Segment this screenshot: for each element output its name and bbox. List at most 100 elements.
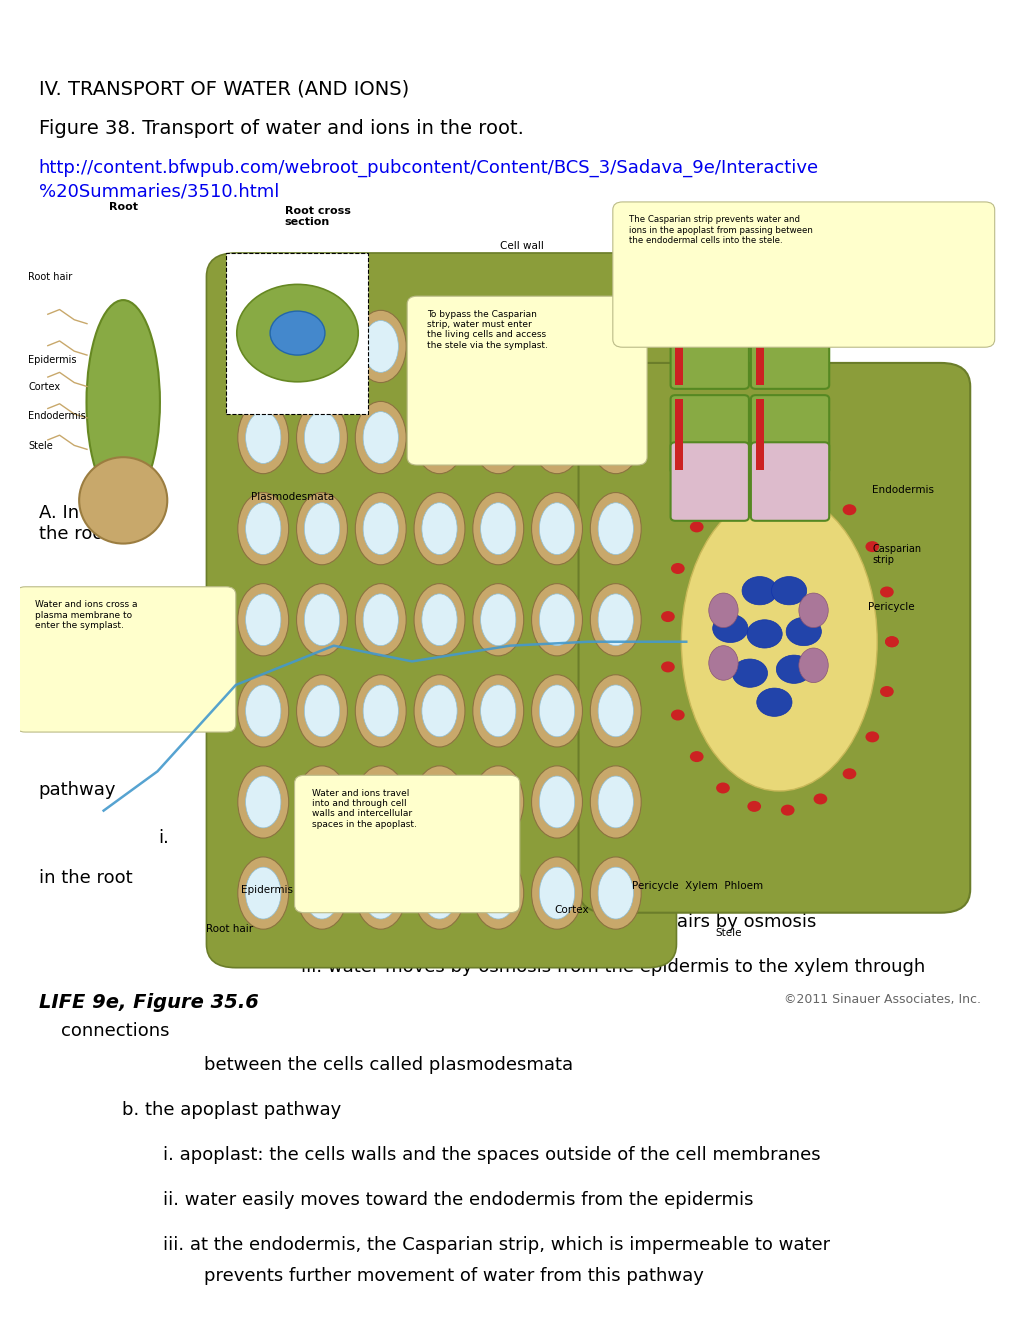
Text: in the root: in the root bbox=[39, 869, 132, 887]
Ellipse shape bbox=[355, 401, 406, 474]
Ellipse shape bbox=[363, 594, 398, 645]
Text: The Casparian strip prevents water and
ions in the apoplast from passing between: The Casparian strip prevents water and i… bbox=[629, 215, 812, 246]
Text: iii. at the endodermis, the Casparian strip, which is impermeable to water: iii. at the endodermis, the Casparian st… bbox=[163, 1236, 829, 1254]
Ellipse shape bbox=[246, 685, 280, 737]
Circle shape bbox=[712, 614, 747, 643]
Text: Root hair: Root hair bbox=[206, 924, 254, 935]
Ellipse shape bbox=[422, 594, 457, 645]
Text: Plasmodesmata: Plasmodesmata bbox=[251, 492, 333, 503]
Ellipse shape bbox=[246, 503, 280, 554]
Circle shape bbox=[781, 805, 794, 816]
Ellipse shape bbox=[414, 492, 465, 565]
Ellipse shape bbox=[531, 310, 582, 383]
FancyBboxPatch shape bbox=[294, 775, 520, 912]
Text: symplast: the cytoplasms of all the living cells: symplast: the cytoplasms of all the livi… bbox=[438, 829, 855, 847]
Ellipse shape bbox=[480, 321, 516, 372]
Text: A. In
the roots: A. In the roots bbox=[39, 504, 119, 543]
Ellipse shape bbox=[79, 457, 167, 544]
Ellipse shape bbox=[708, 645, 738, 680]
Ellipse shape bbox=[473, 766, 523, 838]
Ellipse shape bbox=[297, 857, 347, 929]
Ellipse shape bbox=[355, 675, 406, 747]
Text: Stele: Stele bbox=[29, 441, 53, 451]
Circle shape bbox=[671, 564, 684, 574]
FancyBboxPatch shape bbox=[612, 202, 994, 347]
Ellipse shape bbox=[539, 776, 574, 828]
Text: Water and ions travel
into and through cell
walls and intercellular
spaces in th: Water and ions travel into and through c… bbox=[312, 788, 417, 829]
Text: Figure 38. Transport of water and ions in the root.: Figure 38. Transport of water and ions i… bbox=[39, 119, 523, 137]
Ellipse shape bbox=[590, 401, 641, 474]
FancyBboxPatch shape bbox=[669, 395, 748, 474]
FancyBboxPatch shape bbox=[750, 442, 828, 521]
Ellipse shape bbox=[590, 583, 641, 656]
Text: Pericycle  Xylem  Phloem: Pericycle Xylem Phloem bbox=[632, 882, 763, 891]
Ellipse shape bbox=[539, 503, 574, 554]
Ellipse shape bbox=[414, 401, 465, 474]
Bar bbox=[675, 399, 683, 470]
Ellipse shape bbox=[414, 310, 465, 383]
Ellipse shape bbox=[473, 401, 523, 474]
Ellipse shape bbox=[531, 401, 582, 474]
Ellipse shape bbox=[363, 503, 398, 554]
Text: ©2011 Sinauer Associates, Inc.: ©2011 Sinauer Associates, Inc. bbox=[784, 993, 980, 1006]
Text: Stele: Stele bbox=[715, 928, 742, 939]
Ellipse shape bbox=[246, 867, 280, 919]
Ellipse shape bbox=[304, 594, 339, 645]
Text: Root: Root bbox=[109, 202, 138, 211]
FancyBboxPatch shape bbox=[669, 310, 748, 389]
Circle shape bbox=[747, 801, 760, 812]
Text: pathway: pathway bbox=[39, 781, 116, 800]
FancyBboxPatch shape bbox=[407, 296, 646, 465]
Ellipse shape bbox=[237, 310, 288, 383]
Ellipse shape bbox=[531, 583, 582, 656]
Text: 1. Movement of: 1. Movement of bbox=[39, 597, 179, 615]
Ellipse shape bbox=[473, 310, 523, 383]
Circle shape bbox=[864, 731, 878, 742]
Text: a.
The: a. The bbox=[836, 636, 869, 675]
Ellipse shape bbox=[237, 857, 288, 929]
Text: water: water bbox=[560, 597, 611, 615]
Text: Cortex: Cortex bbox=[553, 904, 588, 915]
Ellipse shape bbox=[531, 675, 582, 747]
Text: Root cross
section: Root cross section bbox=[284, 206, 351, 227]
Ellipse shape bbox=[798, 648, 827, 682]
Ellipse shape bbox=[422, 776, 457, 828]
Ellipse shape bbox=[414, 583, 465, 656]
Ellipse shape bbox=[590, 310, 641, 383]
Ellipse shape bbox=[355, 310, 406, 383]
Ellipse shape bbox=[363, 867, 398, 919]
Text: ii. water easily moves toward the endodermis from the epidermis: ii. water easily moves toward the endode… bbox=[163, 1191, 753, 1209]
Ellipse shape bbox=[480, 685, 516, 737]
Circle shape bbox=[689, 521, 703, 532]
Ellipse shape bbox=[297, 583, 347, 656]
Circle shape bbox=[842, 768, 856, 779]
FancyBboxPatch shape bbox=[669, 442, 748, 521]
Ellipse shape bbox=[480, 594, 516, 645]
Circle shape bbox=[660, 611, 675, 622]
Ellipse shape bbox=[473, 857, 523, 929]
Ellipse shape bbox=[246, 412, 280, 463]
Text: http://content.bfwpub.com/webroot_pubcontent/Content/BCS_3/Sadava_9e/Interactive: http://content.bfwpub.com/webroot_pubcon… bbox=[39, 158, 818, 177]
Text: Root hair: Root hair bbox=[29, 272, 72, 282]
Circle shape bbox=[689, 751, 703, 762]
Text: Water and ions cross a
plasma membrane to
enter the symplast.: Water and ions cross a plasma membrane t… bbox=[35, 601, 138, 630]
Circle shape bbox=[746, 620, 782, 648]
Text: iii. water moves by osmosis from the epidermis to the xylem through: iii. water moves by osmosis from the epi… bbox=[301, 958, 924, 977]
Bar bbox=[755, 314, 763, 385]
Ellipse shape bbox=[304, 412, 339, 463]
Ellipse shape bbox=[422, 685, 457, 737]
Text: Cortex: Cortex bbox=[29, 383, 60, 392]
Circle shape bbox=[732, 659, 766, 688]
FancyBboxPatch shape bbox=[578, 363, 969, 912]
Text: i.: i. bbox=[158, 829, 169, 847]
Ellipse shape bbox=[297, 401, 347, 474]
Ellipse shape bbox=[304, 867, 339, 919]
Ellipse shape bbox=[590, 675, 641, 747]
Text: Epidermis: Epidermis bbox=[240, 886, 292, 895]
Text: %20Summaries/3510.html: %20Summaries/3510.html bbox=[39, 182, 279, 201]
Circle shape bbox=[742, 577, 776, 605]
Circle shape bbox=[715, 783, 730, 793]
Ellipse shape bbox=[422, 867, 457, 919]
Circle shape bbox=[884, 636, 898, 647]
Circle shape bbox=[770, 577, 806, 605]
